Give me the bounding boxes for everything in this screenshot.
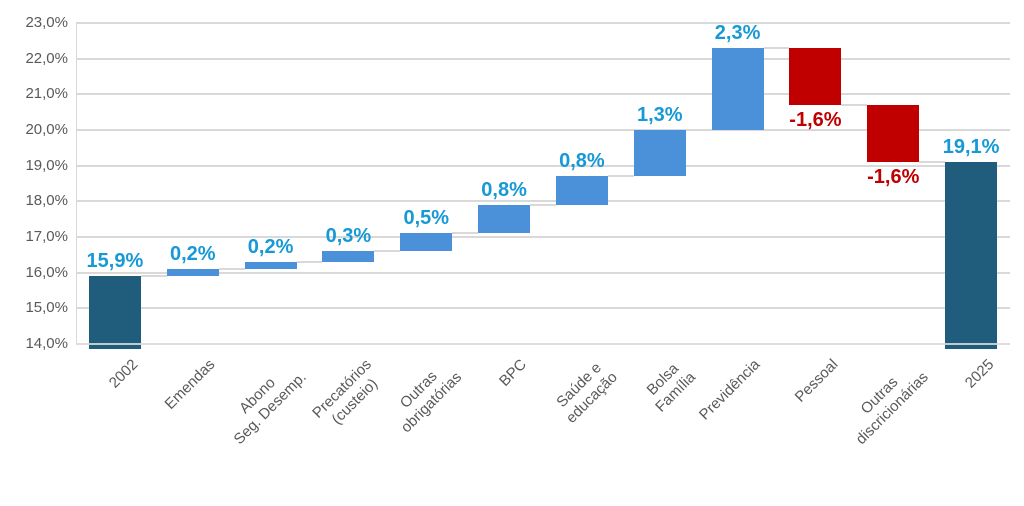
x-axis-category-label: Outras discricionárias — [852, 368, 932, 448]
x-axis-category-label: BPC — [496, 356, 531, 390]
x-axis-category-label: Bolsa Família — [643, 360, 699, 416]
bar-value-label: 0,3% — [325, 225, 372, 248]
bar-value-label: -1,6% — [867, 166, 920, 189]
x-axis-category-label: Saúde e educação — [553, 359, 621, 427]
gridline — [76, 236, 1010, 238]
y-axis-tick-label: 14,0% — [25, 335, 68, 352]
waterfall-bar-increase — [400, 233, 453, 252]
bar-value-label: -1,6% — [789, 109, 842, 132]
y-axis-tick-label: 18,0% — [25, 192, 68, 210]
bar-value-label: 0,5% — [403, 207, 450, 230]
connector-line — [218, 268, 245, 271]
x-axis-category-label: 2025 — [961, 356, 998, 392]
x-axis-category-label: Precatórios (custeio) — [308, 356, 381, 428]
x-axis-category-label: Abono Seg. Desemp. — [230, 368, 310, 448]
waterfall-bar-total — [88, 276, 141, 349]
bar-value-label: 0,2% — [247, 235, 294, 258]
gridline — [76, 93, 1010, 96]
waterfall-bar-total — [945, 162, 998, 349]
y-axis-tick-label: 17,0% — [25, 228, 68, 245]
x-axis-category-label: Previdência — [696, 356, 764, 424]
bar-value-label: 0,8% — [481, 178, 527, 201]
y-axis-tick-label: 22,0% — [25, 49, 68, 67]
y-axis-tick-label: 20,0% — [25, 121, 68, 138]
gridline — [76, 200, 1010, 203]
waterfall-bar-increase — [555, 176, 608, 205]
bar-value-label: 15,9% — [86, 250, 144, 273]
gridline — [76, 129, 1010, 131]
gridline — [76, 57, 1010, 60]
x-axis-category-label: Pessoal — [791, 356, 842, 406]
connector-line — [919, 161, 946, 164]
x-axis-category-label: 2002 — [105, 356, 141, 392]
gridline — [76, 164, 1010, 167]
gridline — [76, 22, 1010, 24]
connector-line — [452, 232, 479, 235]
bar-value-label: 19,1% — [942, 136, 1000, 159]
connector-line — [374, 250, 401, 253]
y-axis-tick-label: 15,0% — [25, 299, 68, 317]
connector-line — [530, 203, 556, 206]
connector-line — [140, 275, 167, 278]
bar-value-label: 0,2% — [169, 243, 216, 266]
waterfall-bar-increase — [633, 130, 686, 177]
y-axis-tick-label: 21,0% — [25, 85, 68, 103]
waterfall-bar-increase — [322, 251, 375, 262]
waterfall-bar-decrease — [789, 47, 842, 106]
connector-line — [685, 129, 712, 131]
bar-value-label: 2,3% — [714, 21, 761, 44]
y-axis-tick-label: 19,0% — [25, 156, 68, 174]
waterfall-bar-increase — [166, 269, 219, 277]
plot-border-left — [76, 23, 77, 344]
waterfall-bar-decrease — [867, 105, 920, 163]
gridline — [76, 271, 1010, 274]
connector-line — [841, 104, 868, 107]
x-axis-category-label: Outras obrigatórias — [396, 367, 465, 437]
y-axis-tick-label: 16,0% — [25, 263, 68, 281]
bar-value-label: 0,8% — [559, 150, 605, 173]
x-axis-line — [76, 343, 1010, 345]
waterfall-bar-increase — [244, 261, 297, 270]
bar-value-label: 1,3% — [636, 104, 683, 126]
connector-line — [296, 260, 323, 263]
gridline — [76, 307, 1010, 310]
x-axis-category-label: Emendas — [161, 356, 219, 413]
waterfall-bar-increase — [478, 204, 531, 234]
connector-line — [763, 46, 790, 49]
y-axis-tick-label: 23,0% — [25, 14, 68, 31]
connector-line — [607, 175, 634, 178]
waterfall-bar-increase — [711, 47, 764, 130]
